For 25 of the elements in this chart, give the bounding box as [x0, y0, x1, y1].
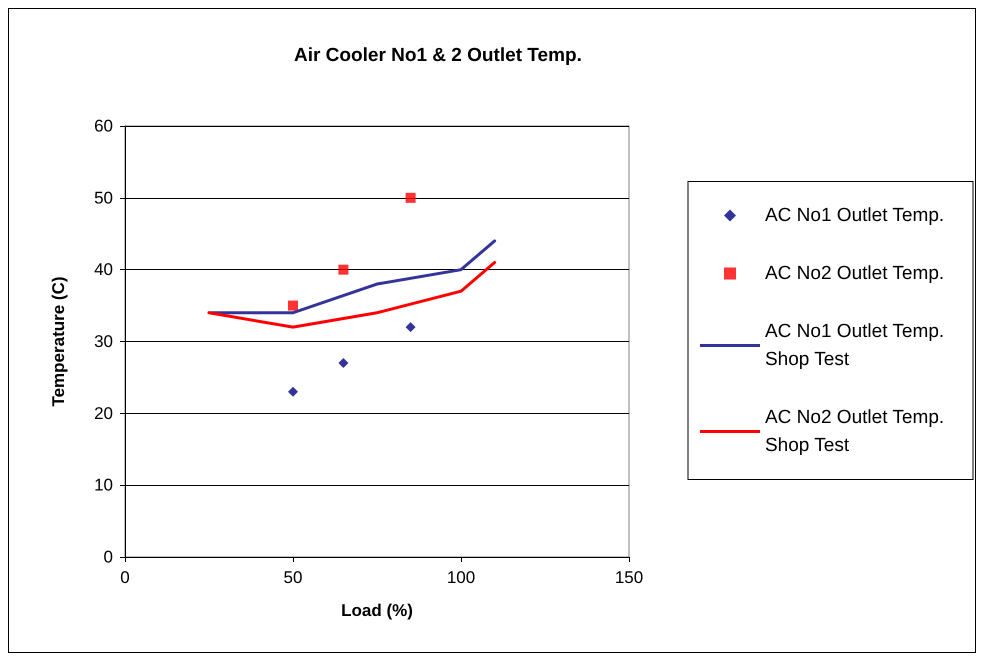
y-tick-label: 20	[94, 404, 113, 423]
point	[406, 192, 416, 203]
x-tick-label: 100	[446, 568, 476, 587]
legend-label: AC No1 Outlet Temp.	[765, 205, 944, 226]
x-tick-label: 0	[120, 568, 130, 587]
point	[406, 322, 416, 332]
point	[338, 358, 348, 368]
y-axis-title: Temperature (C)	[49, 276, 68, 407]
y-tick-label: 0	[104, 548, 113, 566]
point	[338, 264, 348, 275]
point	[288, 386, 298, 397]
line-series	[208, 260, 496, 329]
legend-label: AC No2 Outlet Temp. Shop Test	[765, 407, 950, 456]
chart-title: Air Cooler No1 & 2 Outlet Temp.	[294, 45, 582, 66]
point	[288, 300, 298, 311]
y-tick-label: 30	[94, 332, 113, 351]
x-tick-label: 50	[284, 568, 302, 587]
y-tick-label: 60	[94, 116, 113, 136]
legend-label: AC No1 Outlet Temp. Shop Test	[765, 321, 950, 370]
y-tick-label: 10	[94, 476, 113, 495]
x-tick-label: 150	[614, 568, 644, 587]
y-tick-label: 40	[94, 260, 113, 280]
x-axis-title: Load (%)	[341, 601, 413, 620]
y-tick-label: 50	[94, 188, 113, 208]
legend-label: AC No2 Outlet Temp.	[765, 263, 944, 284]
